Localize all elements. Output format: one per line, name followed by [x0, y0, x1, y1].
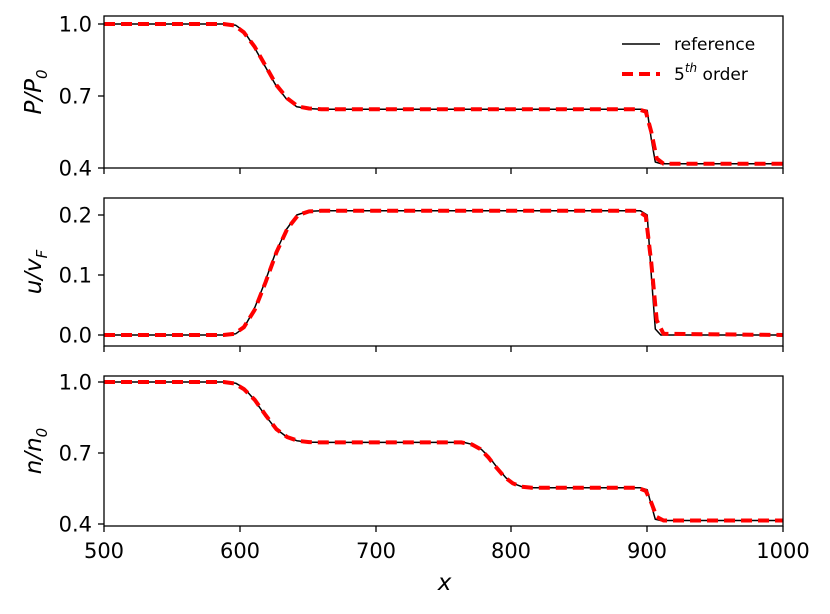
- panel-3: 1.0 0.7 0.4 n/n0 500 600 700 800 900 1000 x: [21, 371, 810, 597]
- x-tick-label: 800: [491, 539, 531, 563]
- y-axis-label: P/P0: [21, 69, 51, 114]
- y-axis-label-main: u/v: [21, 258, 47, 294]
- y-tick-label: 1.0: [59, 13, 92, 37]
- axes-frame: [103, 375, 784, 527]
- x-tick-label: 700: [356, 539, 396, 563]
- x-tick-label: 600: [220, 539, 260, 563]
- y-tick-label: 0.0: [59, 324, 92, 348]
- y-tick-label: 0.7: [59, 442, 92, 466]
- y-axis-label: n/n0: [21, 428, 51, 474]
- y-tick-label: 0.4: [59, 157, 92, 181]
- legend-order-sup: th: [685, 61, 697, 75]
- x-tick-label: 900: [627, 539, 667, 563]
- fifth-order-line: [104, 22, 783, 166]
- y-axis-label-main: n/n: [21, 437, 47, 474]
- fifth-order-line: [104, 208, 783, 337]
- axes-frame: [103, 15, 784, 169]
- legend-reference-label: reference: [674, 35, 755, 55]
- x-tick-label: 1000: [756, 539, 809, 563]
- legend-fifth-order-label: 5th order: [674, 61, 748, 85]
- y-axis-label-main: P/P: [21, 79, 47, 115]
- legend-order-main: 5: [674, 65, 685, 85]
- y-tick-label: 0.4: [59, 513, 92, 537]
- legend: reference 5th order: [622, 35, 755, 85]
- y-axis-label: u/vF: [21, 249, 51, 294]
- panel-2: 0.2 0.1 0.0 u/vF: [21, 197, 784, 352]
- legend-order-suffix: order: [697, 65, 748, 85]
- y-tick-label: 0.2: [59, 204, 92, 228]
- y-tick-label: 1.0: [59, 371, 92, 395]
- y-axis-label-sub: 0: [33, 69, 51, 79]
- panel-1: 1.0 0.7 0.4 P/P0 reference 5th order: [21, 13, 784, 181]
- y-tick-label: 0.7: [59, 85, 92, 109]
- fifth-order-line: [104, 380, 783, 523]
- y-axis-label-sub: 0: [33, 428, 51, 438]
- reference-line: [104, 210, 783, 336]
- reference-line: [104, 381, 783, 522]
- y-tick-label: 0.1: [59, 264, 92, 288]
- y-axis-label-sub: F: [33, 249, 51, 258]
- x-axis-label: x: [437, 570, 452, 596]
- x-tick-label: 500: [84, 539, 124, 563]
- axes-frame: [103, 197, 784, 347]
